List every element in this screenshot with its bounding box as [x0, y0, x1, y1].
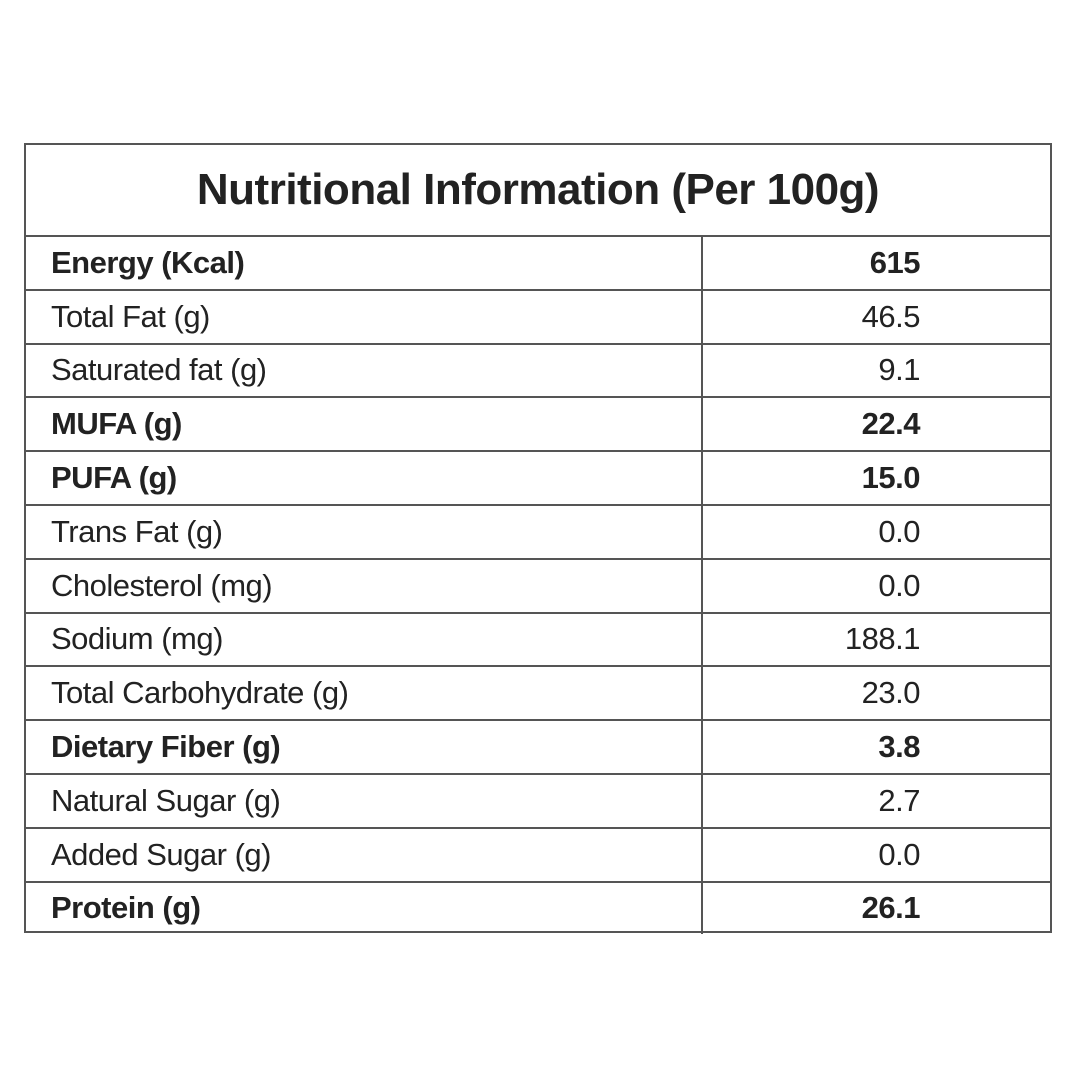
nutrient-name: Energy (Kcal) — [26, 237, 703, 290]
nutrient-value: 3.8 — [702, 719, 1050, 774]
nutrient-row: Total Carbohydrate (g) 23.0 — [26, 665, 1050, 721]
nutrient-name: Total Fat (g) — [26, 288, 703, 344]
nutrient-row: Energy (Kcal) 615 — [26, 237, 1050, 290]
nutrition-table: Nutritional Information (Per 100g) Energ… — [24, 143, 1052, 935]
nutrient-row: Saturated fat (g) 9.1 — [26, 342, 1050, 398]
nutrient-name: Total Carbohydrate (g) — [26, 665, 703, 721]
nutrient-row: PUFA (g) 15.0 — [26, 450, 1050, 505]
nutrient-row: Cholesterol (mg) 0.0 — [26, 557, 1050, 613]
nutrient-name: Saturated fat (g) — [26, 342, 703, 398]
nutrient-value: 615 — [869, 244, 921, 280]
nutrient-name: Protein (g) — [26, 880, 703, 935]
nutrient-value: 2.7 — [702, 772, 1050, 828]
nutrient-name: Dietary Fiber (g) — [26, 719, 703, 774]
nutrient-row: MUFA (g) 22.4 — [26, 396, 1050, 452]
nutrient-row: Natural Sugar (g) 2.7 — [26, 772, 1050, 828]
nutrient-value: 188.1 — [702, 611, 1050, 667]
nutrient-row: Dietary Fiber (g) 3.8 — [26, 719, 1050, 774]
nutrient-row: Added Sugar (g) 0.0 — [26, 826, 1050, 882]
nutrient-value: 46.5 — [702, 288, 1050, 344]
nutrient-value: 0.0 — [702, 503, 1050, 559]
nutrient-name: PUFA (g) — [26, 450, 703, 505]
nutrient-value: 0.0 — [702, 557, 1050, 613]
nutrient-name: Cholesterol (mg) — [26, 557, 703, 613]
nutrient-value: 22.4 — [702, 396, 1050, 452]
nutrient-value: 15.0 — [702, 450, 1050, 505]
nutrient-row: Protein (g) 26.1 — [26, 880, 1050, 935]
nutrient-name: Trans Fat (g) — [26, 503, 703, 559]
nutrient-row: Trans Fat (g) 0.0 — [26, 503, 1050, 559]
nutrient-name: Natural Sugar (g) — [26, 772, 703, 828]
nutrient-name: Added Sugar (g) — [26, 826, 703, 882]
nutrient-row: Total Fat (g) 46.5 — [26, 288, 1050, 344]
nutrient-value: 26.1 — [702, 880, 1050, 935]
nutrient-name: MUFA (g) — [26, 396, 703, 452]
nutrient-value: 9.1 — [702, 342, 1050, 398]
nutrient-row: Sodium (mg) 188.1 — [26, 611, 1050, 667]
nutrient-value: 23.0 — [702, 665, 1050, 721]
nutrient-value: 0.0 — [702, 826, 1050, 882]
rows: Energy (Kcal) 615 Total Fat (g) 46.5 Saturat… — [26, 237, 1050, 935]
nutrient-name: Sodium (mg) — [26, 611, 703, 667]
table-title: Nutritional Information (Per 100g) — [26, 145, 1050, 237]
